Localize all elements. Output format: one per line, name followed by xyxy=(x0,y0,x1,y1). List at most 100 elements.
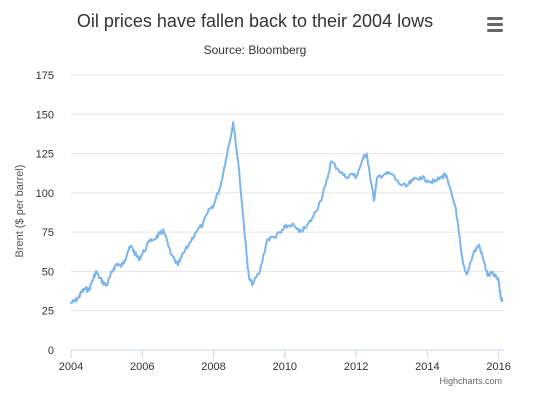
data-point-43 xyxy=(266,239,268,241)
series-group xyxy=(70,121,504,304)
data-point-64 xyxy=(398,182,400,185)
y-tick-label-75: 75 xyxy=(42,227,54,239)
data-point-20 xyxy=(141,253,144,255)
x-tick-label-2006: 2006 xyxy=(130,361,154,373)
data-point-79 xyxy=(483,262,486,265)
data-point-6 xyxy=(91,280,94,282)
data-point-12 xyxy=(112,267,115,270)
data-point-76 xyxy=(465,273,468,276)
data-point-69 xyxy=(433,181,436,183)
data-point-57 xyxy=(355,176,357,178)
y-tick-label-0: 0 xyxy=(48,345,54,357)
y-tick-label-150: 150 xyxy=(36,109,54,121)
data-point-13 xyxy=(116,262,119,265)
highcharts-credits-link[interactable]: Highcharts.com xyxy=(439,376,502,386)
x-axis: 2004 2006 2008 2010 2012 2014 2016 xyxy=(59,349,511,373)
data-point-63 xyxy=(390,173,393,175)
data-point-61 xyxy=(376,176,379,178)
x-tick-label-2016: 2016 xyxy=(486,361,510,373)
data-point-45 xyxy=(280,231,283,233)
data-point-38 xyxy=(243,223,245,226)
x-tick-label-2010: 2010 xyxy=(273,361,297,373)
data-point-2 xyxy=(77,297,79,299)
x-tick-label-2008: 2008 xyxy=(201,361,225,373)
data-point-11 xyxy=(109,275,111,277)
data-point-37 xyxy=(237,163,240,166)
data-point-80 xyxy=(487,275,489,277)
y-tick-label-25: 25 xyxy=(42,306,54,318)
data-point-40 xyxy=(248,278,250,281)
data-point-0 xyxy=(70,302,72,304)
data-point-54 xyxy=(337,168,340,171)
data-point-67 xyxy=(419,176,422,178)
data-point-18 xyxy=(134,253,136,255)
data-point-39 xyxy=(246,262,249,265)
data-point-77 xyxy=(472,251,475,254)
data-point-55 xyxy=(344,176,347,178)
data-point-31 xyxy=(209,207,211,210)
y-axis: 0 25 50 75 100 125 150 175 xyxy=(36,70,54,357)
data-point-42 xyxy=(259,270,261,273)
data-point-27 xyxy=(180,256,183,259)
data-point-21 xyxy=(148,240,151,243)
x-tick-label-2012: 2012 xyxy=(344,361,368,373)
data-point-48 xyxy=(298,231,300,233)
data-point-47 xyxy=(291,223,293,226)
data-point-46 xyxy=(284,226,286,229)
data-point-50 xyxy=(312,215,315,218)
data-point-3 xyxy=(80,291,83,293)
data-point-53 xyxy=(330,160,332,163)
data-point-51 xyxy=(319,199,322,202)
series-line-brent xyxy=(70,121,504,304)
data-point-1 xyxy=(73,300,76,303)
data-point-49 xyxy=(305,226,308,229)
y-tick-label-100: 100 xyxy=(36,188,54,200)
x-tick-label-2014: 2014 xyxy=(415,361,439,373)
data-point-23 xyxy=(159,232,161,235)
data-point-72 xyxy=(447,184,450,186)
data-point-36 xyxy=(232,121,234,123)
data-point-30 xyxy=(202,223,204,226)
data-point-52 xyxy=(325,184,327,186)
data-point-70 xyxy=(440,176,443,178)
data-point-17 xyxy=(130,245,133,248)
data-point-56 xyxy=(351,173,354,175)
data-point-82 xyxy=(494,275,496,277)
y-axis-title: Brent ($ per barrel) xyxy=(14,165,26,258)
data-point-16 xyxy=(127,250,129,252)
data-point-66 xyxy=(412,179,414,182)
data-point-22 xyxy=(155,236,158,238)
data-point-14 xyxy=(120,265,122,268)
data-point-78 xyxy=(478,243,480,246)
data-point-32 xyxy=(212,204,215,207)
data-point-9 xyxy=(102,281,104,284)
y-tick-label-125: 125 xyxy=(36,149,54,161)
data-point-5 xyxy=(88,289,90,292)
chart-title: Oil prices have fallen back to their 200… xyxy=(77,11,433,31)
data-point-28 xyxy=(187,243,190,246)
chart-subtitle: Source: Bloomberg xyxy=(204,43,307,57)
hamburger-menu-icon[interactable] xyxy=(487,17,503,32)
grid-lines xyxy=(71,74,504,312)
data-point-15 xyxy=(123,259,126,262)
data-point-68 xyxy=(426,179,429,182)
data-point-59 xyxy=(365,152,368,155)
data-point-71 xyxy=(444,173,447,175)
x-tick-label-2004: 2004 xyxy=(59,361,83,373)
data-point-35 xyxy=(230,132,233,134)
data-point-7 xyxy=(95,270,97,273)
data-point-4 xyxy=(84,287,87,290)
data-point-85 xyxy=(501,300,504,303)
data-point-81 xyxy=(490,272,493,274)
data-point-74 xyxy=(460,251,463,254)
y-tick-label-175: 175 xyxy=(36,70,54,82)
data-point-60 xyxy=(373,199,375,202)
data-point-44 xyxy=(273,236,275,238)
data-point-65 xyxy=(405,185,407,188)
data-point-33 xyxy=(219,184,222,186)
data-point-19 xyxy=(137,258,140,260)
data-point-75 xyxy=(462,262,464,265)
chart-menu-button[interactable] xyxy=(482,12,508,36)
data-point-73 xyxy=(455,207,457,210)
